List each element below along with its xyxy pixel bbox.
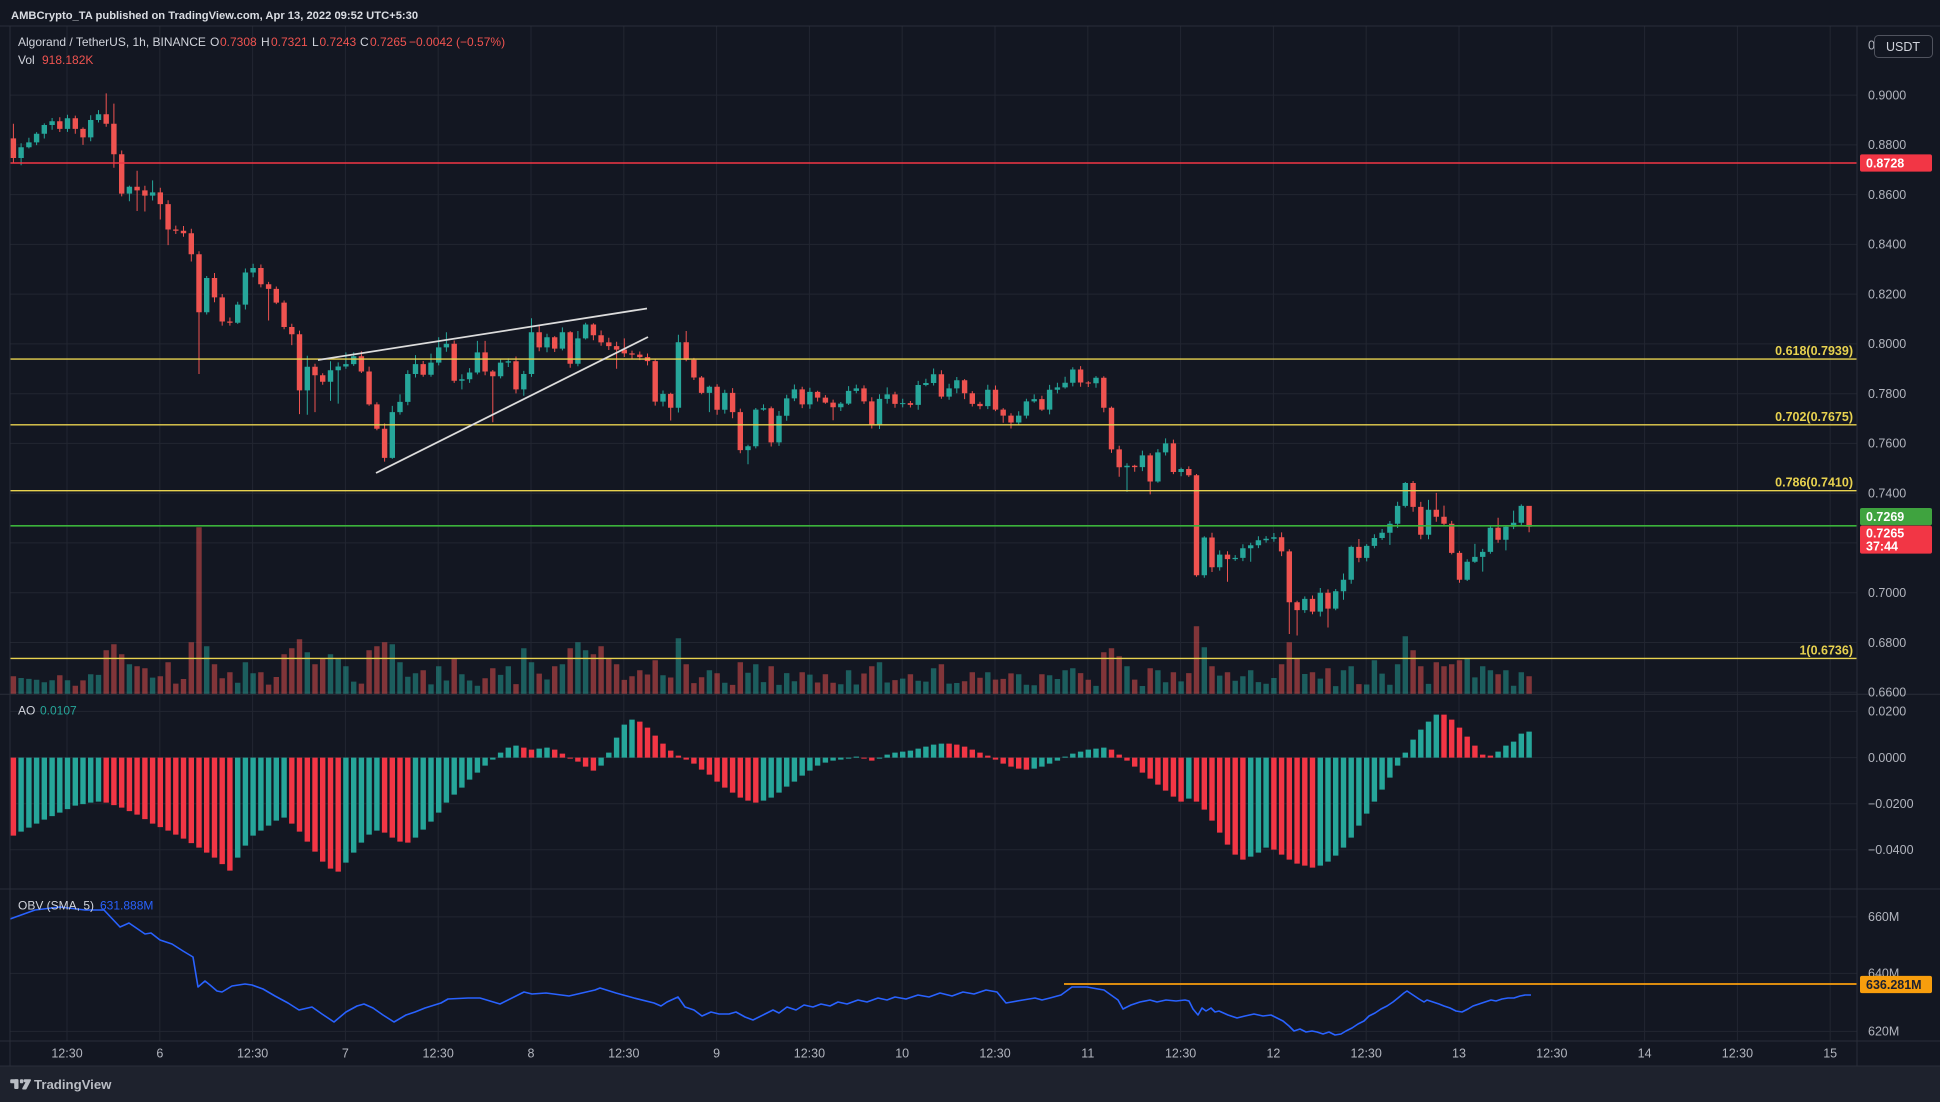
svg-text:12:30: 12:30 <box>1722 1047 1753 1061</box>
svg-text:620M: 620M <box>1868 1025 1899 1039</box>
svg-text:12:30: 12:30 <box>1165 1047 1196 1061</box>
svg-text:0.8200: 0.8200 <box>1868 287 1906 301</box>
svg-text:C: C <box>360 35 369 49</box>
svg-text:12:30: 12:30 <box>608 1047 639 1061</box>
svg-text:636.281M: 636.281M <box>1866 978 1922 992</box>
svg-text:0.7321: 0.7321 <box>271 35 308 49</box>
svg-text:0.7265: 0.7265 <box>370 35 407 49</box>
svg-text:631.888M: 631.888M <box>100 899 153 913</box>
svg-text:15: 15 <box>1823 1047 1837 1061</box>
svg-text:12:30: 12:30 <box>794 1047 825 1061</box>
svg-text:0.6600: 0.6600 <box>1868 686 1906 700</box>
svg-text:12:30: 12:30 <box>51 1047 82 1061</box>
svg-text:0.7308: 0.7308 <box>220 35 257 49</box>
svg-text:12:30: 12:30 <box>237 1047 268 1061</box>
svg-text:918.182K: 918.182K <box>42 53 93 67</box>
svg-text:0.786(0.7410): 0.786(0.7410) <box>1775 476 1853 490</box>
svg-text:−0.0400: −0.0400 <box>1868 843 1914 857</box>
svg-text:37:44: 37:44 <box>1866 539 1898 553</box>
svg-text:660M: 660M <box>1868 910 1899 924</box>
svg-text:TradingView: TradingView <box>34 1077 112 1092</box>
svg-text:0.0107: 0.0107 <box>40 704 77 718</box>
svg-text:L: L <box>312 35 319 49</box>
svg-text:H: H <box>261 35 270 49</box>
svg-text:0.7269: 0.7269 <box>1866 510 1904 524</box>
svg-text:12:30: 12:30 <box>1351 1047 1382 1061</box>
svg-text:0.7600: 0.7600 <box>1868 437 1906 451</box>
svg-text:OBV (SMA, 5): OBV (SMA, 5) <box>18 899 94 913</box>
svg-text:7: 7 <box>342 1047 349 1061</box>
svg-text:13: 13 <box>1452 1047 1466 1061</box>
svg-text:0.8728: 0.8728 <box>1866 156 1904 170</box>
svg-text:0.618(0.7939): 0.618(0.7939) <box>1775 344 1853 358</box>
svg-text:0.6800: 0.6800 <box>1868 636 1906 650</box>
svg-text:0.7243: 0.7243 <box>320 35 357 49</box>
svg-text:0.7000: 0.7000 <box>1868 586 1906 600</box>
svg-text:0.8000: 0.8000 <box>1868 337 1906 351</box>
svg-text:−0.0200: −0.0200 <box>1868 797 1914 811</box>
svg-text:6: 6 <box>156 1047 163 1061</box>
svg-text:12: 12 <box>1266 1047 1280 1061</box>
svg-text:Algorand / TetherUS, 1h, BINAN: Algorand / TetherUS, 1h, BINANCE <box>18 35 206 49</box>
svg-text:−0.0042 (−0.57%): −0.0042 (−0.57%) <box>409 35 505 49</box>
svg-text:1(0.6736): 1(0.6736) <box>1799 643 1853 657</box>
svg-text:12:30: 12:30 <box>1536 1047 1567 1061</box>
svg-text:12:30: 12:30 <box>423 1047 454 1061</box>
svg-text:0.7800: 0.7800 <box>1868 387 1906 401</box>
svg-text:11: 11 <box>1081 1047 1094 1061</box>
svg-text:0.0200: 0.0200 <box>1868 705 1906 719</box>
svg-text:8: 8 <box>528 1047 535 1061</box>
svg-text:0.0000: 0.0000 <box>1868 751 1906 765</box>
svg-text:0.7400: 0.7400 <box>1868 487 1906 501</box>
svg-text:O: O <box>210 35 219 49</box>
svg-text:12:30: 12:30 <box>979 1047 1010 1061</box>
svg-text:0.702(0.7675): 0.702(0.7675) <box>1775 410 1853 424</box>
svg-text:0.8400: 0.8400 <box>1868 238 1906 252</box>
svg-text:0.7265: 0.7265 <box>1866 526 1904 540</box>
svg-text:0.9000: 0.9000 <box>1868 88 1906 102</box>
svg-text:AO: AO <box>18 704 35 718</box>
svg-text:Vol: Vol <box>18 53 35 67</box>
svg-text:14: 14 <box>1638 1047 1652 1061</box>
svg-text:0.8600: 0.8600 <box>1868 188 1906 202</box>
svg-text:10: 10 <box>895 1047 909 1061</box>
svg-text:9: 9 <box>713 1047 720 1061</box>
svg-text:USDT: USDT <box>1886 40 1920 54</box>
svg-text:0.8800: 0.8800 <box>1868 138 1906 152</box>
svg-text:AMBCrypto_TA published on Trad: AMBCrypto_TA published on TradingView.co… <box>11 10 418 22</box>
